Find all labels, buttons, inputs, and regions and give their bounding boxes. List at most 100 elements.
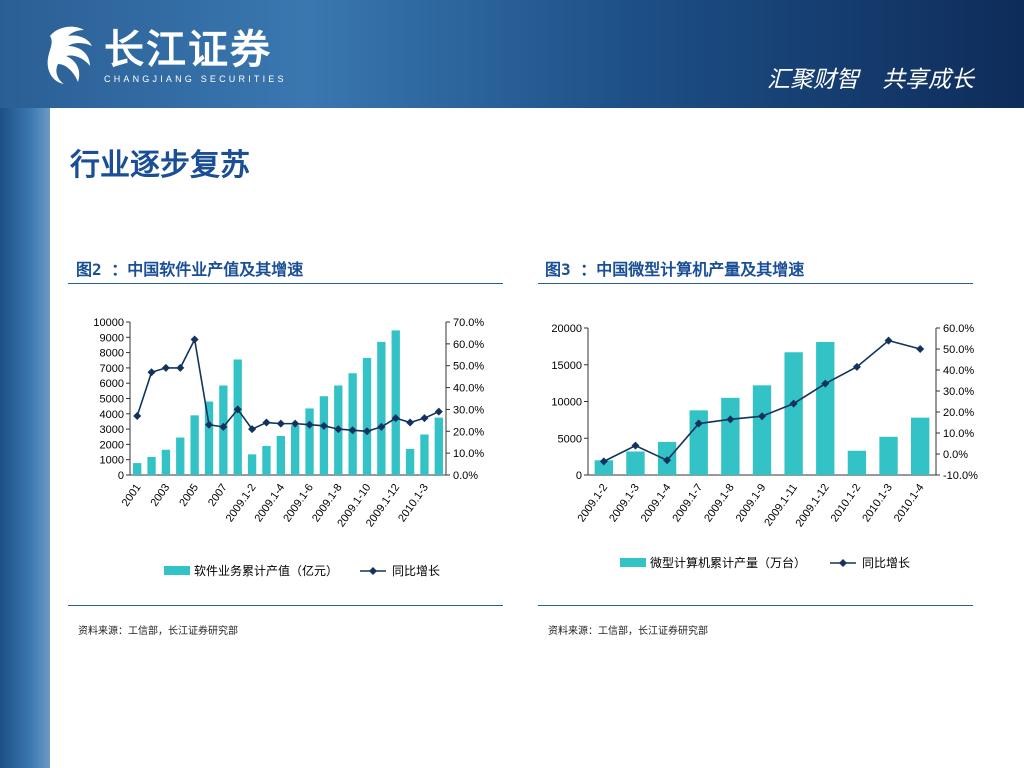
x-tick-label: 2010.1-3: [860, 482, 895, 524]
left-tick-label: 8000: [100, 348, 124, 360]
bar: [247, 454, 257, 475]
right-tick-label: 0.0%: [943, 449, 968, 461]
bar: [689, 410, 708, 475]
left-tick-label: 1000: [100, 455, 124, 467]
bar: [233, 359, 242, 475]
page-title: 行业逐步复苏: [70, 148, 250, 183]
bar: [752, 385, 772, 475]
right-tick-label: 60.0%: [943, 323, 974, 335]
x-tick-label: 2009.1-7: [670, 482, 705, 524]
x-tick-label: 2005: [177, 482, 201, 509]
bar: [348, 373, 357, 475]
bar: [420, 434, 429, 475]
bar: [594, 460, 613, 475]
growth-point: [205, 420, 213, 429]
right-tick-label: 60.0%: [453, 339, 484, 351]
x-tick-label: 2010.1-4: [892, 482, 927, 524]
legend-bar-swatch: [620, 558, 646, 567]
right-tick-label: 30.0%: [943, 386, 974, 398]
x-tick-label: 2010.1-2: [829, 482, 864, 524]
legend-line-label: 同比增长: [392, 564, 440, 578]
figure-2-source: 资料来源：工信部，长江证券研究部: [78, 626, 238, 637]
growth-point: [147, 368, 156, 377]
legend-line-marker: [839, 559, 847, 567]
legend-bar-label: 软件业务累计产值（亿元）: [194, 563, 338, 578]
figure-2-title: 图2 ：中国软件业产值及其增速: [76, 260, 304, 279]
growth-point: [789, 399, 798, 408]
growth-point: [348, 426, 357, 435]
bar: [362, 357, 372, 475]
bar: [847, 450, 867, 475]
x-tick-label: 2009.1-3: [607, 482, 642, 524]
bar: [721, 397, 740, 475]
bar: [305, 408, 314, 475]
growth-point: [248, 425, 257, 434]
right-tick-label: 70.0%: [453, 317, 484, 329]
right-tick-label: 10.0%: [943, 428, 974, 440]
bar: [816, 341, 835, 475]
growth-line: [136, 336, 440, 433]
growth-point: [176, 363, 185, 372]
legend-line-label: 同比增长: [862, 556, 910, 570]
growth-point: [190, 335, 199, 344]
left-tick-label: 0: [576, 470, 582, 482]
left-tick-label: 0: [118, 470, 124, 482]
growth-point: [305, 420, 314, 429]
growth-point: [276, 419, 285, 428]
growth-point: [821, 379, 830, 388]
growth-point: [291, 419, 300, 428]
header-banner: 长江证券 CHANGJIANG SECURITIES 汇聚财智 共享成长: [0, 0, 1024, 108]
slogan: 汇聚财智 共享成长: [767, 67, 974, 93]
bar: [276, 435, 285, 475]
dragon-logo-icon: [47, 26, 92, 84]
figure-2-bottom-rule: [68, 605, 503, 606]
left-tick-label: 5000: [100, 394, 124, 406]
right-tick-label: 20.0%: [453, 426, 484, 438]
growth-point: [334, 425, 343, 434]
growth-point: [133, 411, 142, 420]
right-tick-label: 0.0%: [453, 470, 478, 482]
growth-point: [420, 414, 429, 423]
legend-bar-label: 微型计算机累计产量（万台）: [650, 555, 806, 570]
x-tick-label: 2001: [120, 482, 144, 509]
growth-point: [852, 362, 861, 371]
x-tick-label: 2009.1-9: [734, 482, 769, 524]
bar: [405, 448, 415, 475]
bar: [176, 437, 185, 475]
left-tick-label: 4000: [100, 409, 124, 421]
legend-line-marker: [369, 567, 377, 575]
figure-3-source: 资料来源：工信部，长江证券研究部: [548, 626, 708, 637]
right-tick-label: 50.0%: [453, 361, 484, 373]
x-tick-label: 2009.1-2: [576, 482, 611, 524]
software-output-chart: 0 1000 2000 3000 4000 5000 6000 7000 8000 9000 100…: [93, 317, 484, 578]
growth-point: [916, 345, 925, 353]
x-tick-label: 2003: [148, 482, 172, 509]
microcomputer-output-chart: 0 5000 10000 15000 20000 -10.0% 0.0% 10.0% 20.0%…: [551, 323, 978, 570]
growth-point: [363, 427, 371, 436]
growth-point: [758, 412, 766, 421]
bar: [784, 352, 803, 475]
growth-point: [663, 456, 672, 465]
growth-point: [631, 441, 640, 450]
left-tick-label: 10000: [93, 317, 124, 329]
bar: [133, 463, 142, 475]
logo-subtext: CHANGJIANG SECURITIES: [104, 74, 287, 84]
growth-point: [233, 405, 242, 414]
figure-3-title: 图3 ：中国微型计算机产量及其增速: [545, 260, 805, 279]
growth-point: [434, 407, 443, 416]
logo-text: 长江证券: [104, 27, 272, 73]
right-tick-label: -10.0%: [943, 470, 978, 482]
bar: [391, 330, 400, 475]
right-tick-label: 40.0%: [943, 365, 974, 377]
growth-point: [726, 415, 735, 424]
right-tick-label: 10.0%: [453, 448, 484, 460]
bar: [204, 401, 214, 475]
growth-point: [391, 414, 400, 423]
figure-3-top-rule: [538, 283, 973, 284]
bar: [911, 417, 930, 475]
right-tick-label: 30.0%: [453, 404, 484, 416]
left-tick-label: 20000: [551, 323, 582, 335]
bar: [626, 451, 645, 475]
bar: [434, 417, 443, 475]
bar: [291, 425, 300, 475]
